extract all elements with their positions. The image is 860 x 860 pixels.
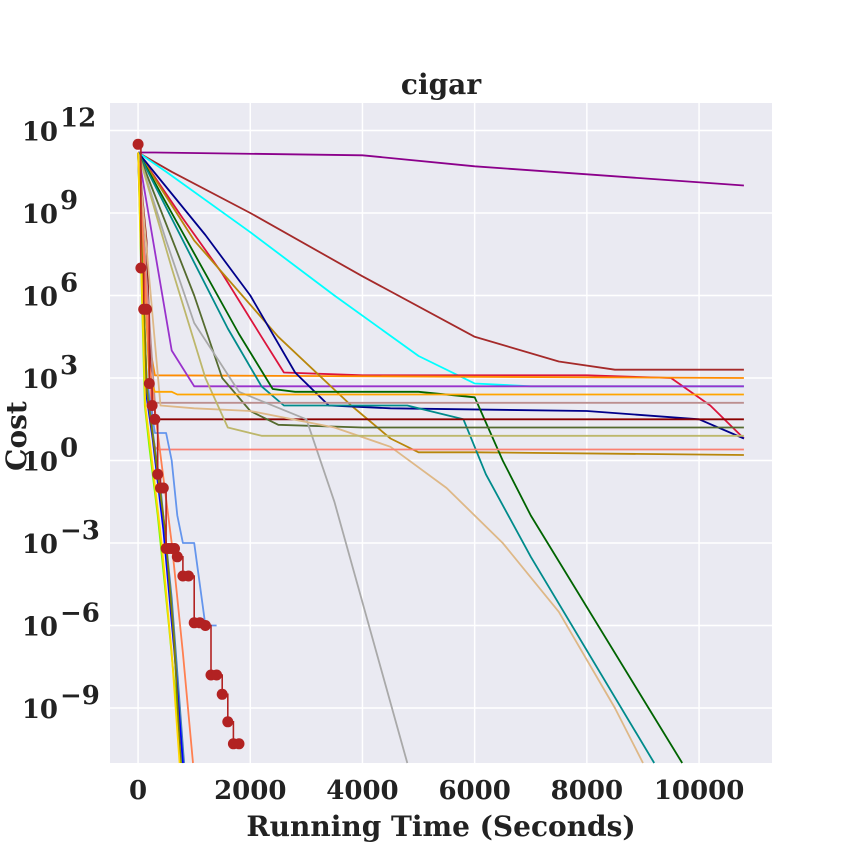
series-line-burlywood bbox=[137, 152, 644, 764]
x-axis-label: Running Time (Seconds) bbox=[246, 810, 635, 843]
y-tick-exponent: 9 bbox=[60, 186, 78, 216]
x-tick-labels: 0 2000 4000 6000 8000 10000 bbox=[129, 776, 744, 806]
x-tick-label: 0 bbox=[129, 776, 147, 806]
chart-title: cigar bbox=[401, 68, 482, 101]
y-tick-exponent: −3 bbox=[60, 516, 100, 546]
y-tick-exponent: 3 bbox=[60, 351, 78, 381]
series-line-darkgoldenrod bbox=[137, 152, 744, 456]
y-tick-label: 10 bbox=[22, 613, 58, 643]
marker-point bbox=[146, 400, 158, 411]
y-tick-exponent: 6 bbox=[60, 269, 78, 299]
y-tick-label: 10 bbox=[22, 530, 58, 560]
marker-point bbox=[135, 262, 147, 274]
marker-point bbox=[199, 620, 211, 631]
series-line-darkorchid bbox=[137, 152, 744, 388]
marker-point bbox=[143, 378, 155, 389]
series-line-gray bbox=[137, 152, 409, 764]
marker-point bbox=[141, 303, 152, 315]
marker-point bbox=[183, 570, 194, 582]
y-tick-label: 10 bbox=[22, 448, 58, 478]
marker-point bbox=[169, 543, 180, 554]
marker-point bbox=[222, 716, 234, 728]
series-line-darkkhaki bbox=[137, 152, 744, 437]
x-tick-label: 8000 bbox=[551, 776, 623, 806]
y-tick-exponent: −6 bbox=[60, 599, 100, 629]
marker-point bbox=[157, 482, 169, 494]
marker-point bbox=[152, 468, 164, 480]
series-line-teal bbox=[137, 152, 655, 764]
y-tick-exponent: −9 bbox=[60, 681, 100, 711]
series-line-green bbox=[137, 152, 683, 764]
y-axis-label: Cost bbox=[0, 401, 33, 471]
series-line-purple bbox=[138, 151, 744, 187]
x-tick-label: 2000 bbox=[214, 776, 286, 806]
marker-point bbox=[132, 138, 144, 150]
x-tick-label: 4000 bbox=[326, 776, 398, 806]
series-line-brown bbox=[137, 151, 744, 371]
marker-layer bbox=[132, 138, 245, 750]
series-line-gold bbox=[137, 152, 181, 764]
y-tick-label: 10 bbox=[22, 118, 58, 148]
x-tick-label: 10000 bbox=[654, 776, 744, 806]
series-layer bbox=[137, 151, 745, 764]
marker-point bbox=[149, 413, 161, 425]
y-tick-exponent: 0 bbox=[60, 434, 78, 464]
marker-point bbox=[216, 688, 228, 700]
y-tick-label: 10 bbox=[22, 365, 58, 395]
marker-point bbox=[171, 551, 183, 563]
x-tick-label: 6000 bbox=[438, 776, 510, 806]
marker-point bbox=[233, 738, 245, 750]
y-tick-label: 10 bbox=[22, 200, 58, 230]
y-tick-label: 10 bbox=[22, 283, 58, 313]
y-tick-exponent: 12 bbox=[60, 104, 96, 134]
marker-point bbox=[211, 669, 223, 681]
y-tick-label: 10 bbox=[22, 695, 58, 725]
series-line-crimson bbox=[137, 151, 745, 440]
